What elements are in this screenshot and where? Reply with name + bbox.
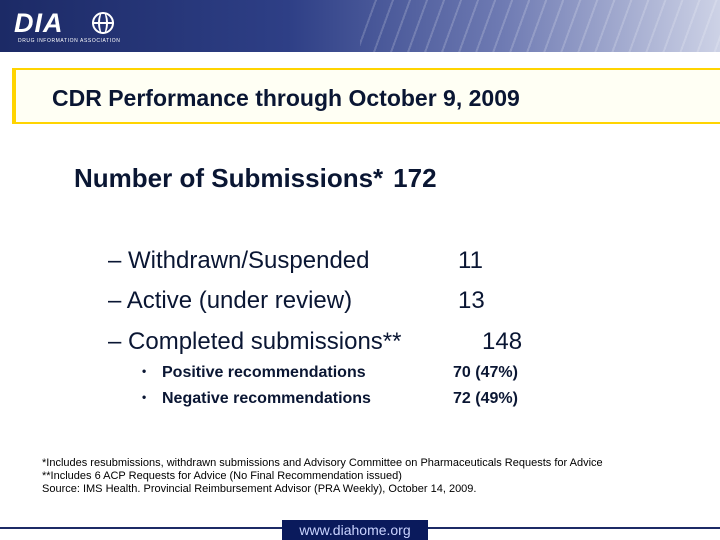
logo-mark: DIA <box>14 8 64 38</box>
header-banner: DIA DRUG INFORMATION ASSOCIATION <box>0 0 720 52</box>
submissions-label: Number of Submissions* <box>74 163 384 193</box>
footer-url-link[interactable]: www.diahome.org <box>282 520 428 540</box>
breakdown-value: 148 <box>482 328 523 355</box>
recommendation-label: Positive recommendations <box>162 364 366 381</box>
recommendation-positive: • Positive recommendations <box>142 364 366 382</box>
breakdown-row-completed: – Completed submissions** 148 <box>108 328 522 356</box>
logo-subtitle: DRUG INFORMATION ASSOCIATION <box>18 38 121 44</box>
recommendation-label: Negative recommendations <box>162 390 371 407</box>
slide-title: CDR Performance through October 9, 2009 <box>52 85 520 111</box>
header-stripes <box>360 0 720 52</box>
breakdown-label: – Withdrawn/Suspended <box>108 247 370 274</box>
footnote: *Includes resubmissions, withdrawn submi… <box>42 457 603 469</box>
breakdown-label: – Completed submissions** <box>108 328 402 355</box>
breakdown-row-active: – Active (under review) 13 <box>108 287 485 315</box>
footnotes: *Includes resubmissions, withdrawn submi… <box>42 457 603 496</box>
recommendation-value: 72 (49%) <box>453 390 518 407</box>
submissions-value: 172 <box>393 163 437 193</box>
recommendation-value: 70 (47%) <box>453 364 518 381</box>
bullet-icon: • <box>142 364 147 378</box>
footnote: **Includes 6 ACP Requests for Advice (No… <box>42 470 402 482</box>
breakdown-label: – Active (under review) <box>108 287 353 314</box>
title-box: CDR Performance through October 9, 2009 <box>12 68 720 124</box>
globe-icon <box>92 12 114 34</box>
bullet-icon: • <box>142 390 147 404</box>
breakdown-value: 13 <box>458 287 485 314</box>
dia-logo: DIA DRUG INFORMATION ASSOCIATION <box>14 8 120 46</box>
submissions-total: Number of Submissions* 172 <box>74 163 437 194</box>
breakdown-value: 11 <box>458 247 483 274</box>
footnote: Source: IMS Health. Provincial Reimburse… <box>42 483 477 495</box>
breakdown-row-withdrawn: – Withdrawn/Suspended 11 <box>108 247 483 275</box>
recommendation-negative: • Negative recommendations <box>142 390 371 408</box>
